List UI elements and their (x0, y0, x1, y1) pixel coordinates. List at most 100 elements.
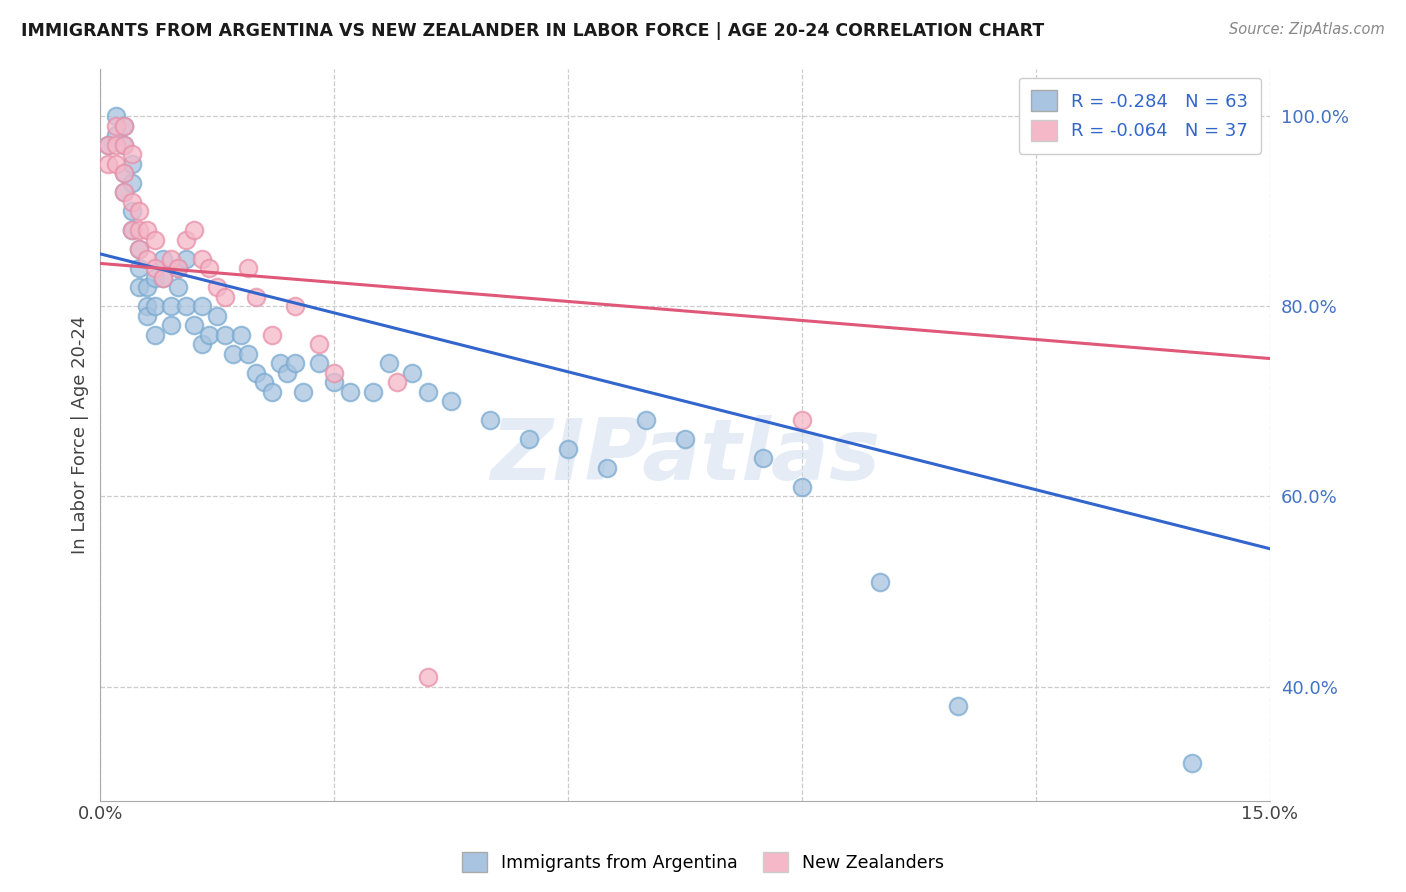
Y-axis label: In Labor Force | Age 20-24: In Labor Force | Age 20-24 (72, 316, 89, 554)
Point (517, 433, 540, 447)
Point (479, 413, 502, 427)
Point (112, 137, 135, 152)
Point (361, 384, 384, 399)
Point (174, 252, 197, 266)
Point (121, 194, 143, 209)
Point (284, 299, 307, 313)
Point (174, 299, 197, 313)
Point (136, 299, 159, 313)
Point (1181, 756, 1204, 770)
Point (238, 261, 260, 276)
Point (416, 670, 439, 684)
Point (260, 327, 283, 342)
Point (238, 347, 260, 361)
Point (946, 698, 969, 713)
Point (136, 280, 159, 294)
Point (112, 185, 135, 199)
Point (159, 318, 181, 333)
Point (136, 252, 159, 266)
Point (121, 223, 143, 237)
Point (128, 242, 150, 256)
Point (183, 318, 205, 333)
Point (143, 261, 166, 276)
Point (167, 261, 190, 276)
Point (557, 442, 579, 456)
Point (260, 384, 283, 399)
Point (104, 119, 127, 133)
Point (143, 327, 166, 342)
Point (207, 280, 229, 294)
Point (869, 574, 891, 589)
Point (136, 309, 159, 323)
Text: ZIPatlas: ZIPatlas (489, 415, 880, 498)
Point (276, 366, 298, 380)
Point (440, 394, 463, 409)
Point (198, 327, 221, 342)
Point (128, 242, 150, 256)
Point (112, 185, 135, 199)
Point (190, 252, 212, 266)
Point (229, 327, 252, 342)
Point (207, 309, 229, 323)
Point (97, 156, 120, 170)
Point (104, 137, 127, 152)
Point (121, 147, 143, 161)
Point (128, 204, 150, 219)
Point (673, 433, 696, 447)
Point (790, 480, 813, 494)
Point (284, 356, 307, 370)
Point (152, 252, 174, 266)
Point (269, 356, 291, 370)
Point (159, 299, 181, 313)
Point (245, 290, 267, 304)
Point (190, 337, 212, 351)
Point (214, 327, 236, 342)
Point (121, 176, 143, 190)
Point (245, 366, 267, 380)
Point (416, 384, 439, 399)
Point (190, 299, 212, 313)
Legend: R = -0.284   N = 63, R = -0.064   N = 37: R = -0.284 N = 63, R = -0.064 N = 37 (1019, 78, 1261, 153)
Point (308, 337, 330, 351)
Point (167, 261, 190, 276)
Point (112, 137, 135, 152)
Point (752, 451, 775, 466)
Point (159, 252, 181, 266)
Point (183, 223, 205, 237)
Point (121, 223, 143, 237)
Point (104, 128, 127, 142)
Point (167, 280, 190, 294)
Point (198, 261, 221, 276)
Point (385, 376, 408, 390)
Point (112, 166, 135, 180)
Point (104, 156, 127, 170)
Point (634, 413, 657, 427)
Text: IMMIGRANTS FROM ARGENTINA VS NEW ZEALANDER IN LABOR FORCE | AGE 20-24 CORRELATIO: IMMIGRANTS FROM ARGENTINA VS NEW ZEALAND… (21, 22, 1045, 40)
Point (308, 356, 330, 370)
Point (143, 233, 166, 247)
Point (121, 156, 143, 170)
Legend: Immigrants from Argentina, New Zealanders: Immigrants from Argentina, New Zealander… (456, 845, 950, 879)
Point (596, 460, 619, 475)
Point (112, 119, 135, 133)
Point (143, 270, 166, 285)
Point (121, 204, 143, 219)
Text: Source: ZipAtlas.com: Source: ZipAtlas.com (1229, 22, 1385, 37)
Point (136, 223, 159, 237)
Point (97, 137, 120, 152)
Point (790, 413, 813, 427)
Point (214, 290, 236, 304)
Point (152, 270, 174, 285)
Point (128, 223, 150, 237)
Point (323, 376, 346, 390)
Point (401, 366, 423, 380)
Point (174, 233, 197, 247)
Point (112, 119, 135, 133)
Point (253, 376, 276, 390)
Point (339, 384, 361, 399)
Point (104, 109, 127, 123)
Point (143, 299, 166, 313)
Point (323, 366, 346, 380)
Point (128, 261, 150, 276)
Point (378, 356, 401, 370)
